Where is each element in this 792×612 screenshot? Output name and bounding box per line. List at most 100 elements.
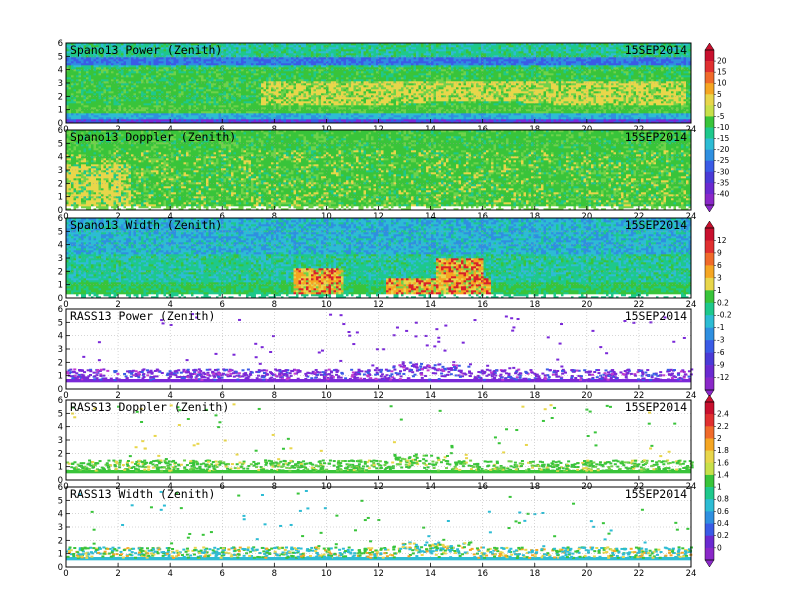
heatmap-cell [144,109,147,111]
heatmap-cell [299,77,302,79]
heatmap-cell [299,93,302,95]
heatmap-cell [89,93,92,95]
heatmap-cell [209,85,212,87]
heatmap-cell [281,99,284,101]
heatmap-cell [76,111,79,113]
heatmap-cell [84,105,87,107]
heatmap-cell [236,59,239,61]
heatmap-cell [179,113,182,115]
heatmap-cell [304,105,307,107]
heatmap-cell [256,65,259,67]
heatmap-cell [124,75,127,77]
heatmap-cell [291,99,294,101]
heatmap-cell [271,89,274,91]
heatmap-cell [156,107,159,109]
heatmap-cell [139,111,142,113]
heatmap-cell [84,69,87,71]
heatmap-cell [151,83,154,85]
heatmap-cell [229,113,232,115]
heatmap-cell [241,109,244,111]
heatmap-cell [259,69,262,71]
heatmap-cell [146,57,149,59]
heatmap-cell [111,117,114,119]
heatmap-cell [189,71,192,73]
heatmap-cell [149,103,152,105]
heatmap-cell [204,85,207,87]
heatmap-cell [254,87,257,89]
heatmap-cell [141,83,144,85]
heatmap-cell [146,77,149,79]
heatmap-cell [224,51,227,53]
heatmap-cell [114,73,117,75]
heatmap-cell [321,89,324,91]
heatmap-cell [104,79,107,81]
heatmap-cell [246,107,249,109]
heatmap-cell [286,103,289,105]
heatmap-cell [294,103,297,105]
heatmap-cell [311,101,314,103]
heatmap-cell [289,47,292,49]
heatmap-cell [74,73,77,75]
heatmap-cell [189,89,192,91]
heatmap-cell [289,101,292,103]
heatmap-cell [319,113,322,115]
heatmap-cell [191,67,194,69]
heatmap-cell [136,97,139,99]
heatmap-cell [269,115,272,117]
heatmap-cell [171,119,174,121]
heatmap-cell [164,111,167,113]
heatmap-cell [164,89,167,91]
heatmap-cell [171,83,174,85]
heatmap-cell [266,101,269,103]
heatmap-cell [119,101,122,103]
heatmap-cell [289,69,292,71]
heatmap-cell [244,91,247,93]
heatmap-cell [154,57,157,59]
heatmap-cell [169,71,172,73]
heatmap-cell [246,83,249,85]
heatmap-cell [99,119,102,121]
heatmap-cell [241,99,244,101]
heatmap-cell [294,83,297,85]
heatmap-cell [211,85,214,87]
heatmap-cell [81,103,84,105]
heatmap-cell [259,57,262,59]
heatmap-cell [261,67,264,69]
heatmap-cell [181,105,184,107]
heatmap-cell [291,57,294,59]
heatmap-cell [101,63,104,65]
heatmap-cell [226,77,229,79]
heatmap-cell [264,75,267,77]
heatmap-cell [276,71,279,73]
heatmap-cell [309,63,312,65]
heatmap-cell [154,119,157,121]
heatmap-cell [144,99,147,101]
heatmap-cell [161,107,164,109]
heatmap-cell [306,87,309,89]
heatmap-cell [129,113,132,115]
heatmap-cell [301,45,304,47]
heatmap-cell [319,73,322,75]
heatmap-cell [151,57,154,59]
heatmap-cell [204,119,207,121]
heatmap-cell [189,83,192,85]
heatmap-cell [114,99,117,101]
heatmap-cell [174,61,177,63]
heatmap-cell [169,85,172,87]
heatmap-cell [126,69,129,71]
heatmap-cell [274,85,277,87]
heatmap-cell [116,59,119,61]
heatmap-cell [311,67,314,69]
heatmap-cell [196,71,199,73]
heatmap-cell [79,93,82,95]
heatmap-cell [314,51,317,53]
heatmap-cell [161,75,164,77]
heatmap-cell [211,57,214,59]
heatmap-cell [129,115,132,117]
heatmap-cell [276,99,279,101]
heatmap-cell [216,73,219,75]
heatmap-cell [239,59,242,61]
heatmap-cell [271,67,274,69]
heatmap-cell [176,103,179,105]
heatmap-cell [224,89,227,91]
